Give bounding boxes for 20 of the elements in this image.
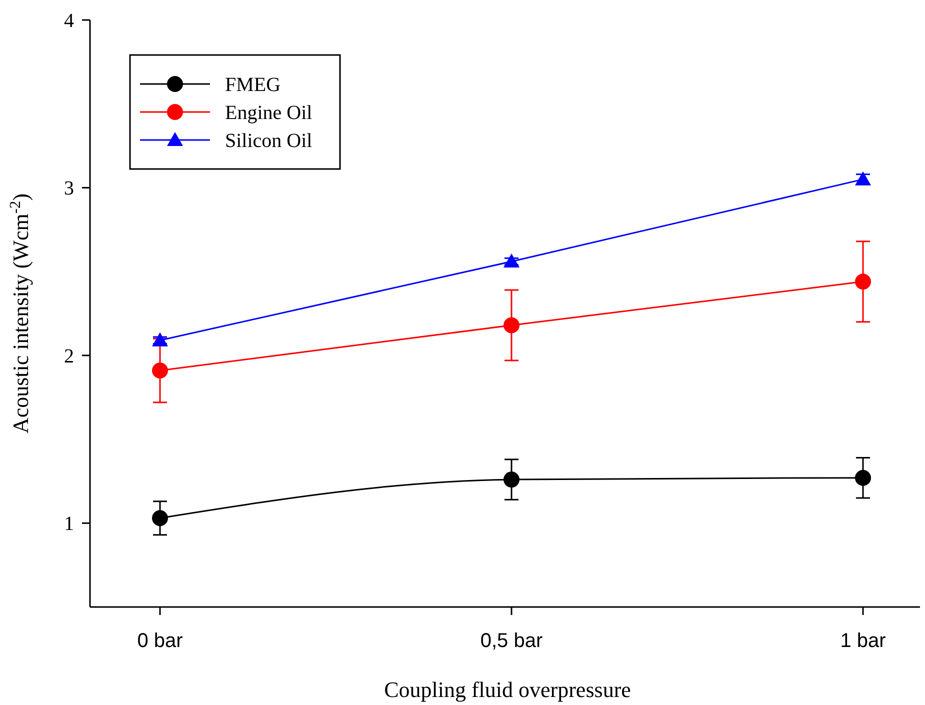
x-tick-label: 1 bar bbox=[840, 630, 886, 652]
point bbox=[504, 472, 520, 488]
point bbox=[855, 171, 871, 186]
x-axis-title: Coupling fluid overpressure bbox=[384, 677, 631, 702]
point bbox=[504, 317, 520, 334]
legend-label: Engine Oil bbox=[225, 102, 313, 124]
x-tick-label: 0 bar bbox=[137, 630, 184, 652]
y-tick-label: 3 bbox=[64, 178, 74, 200]
y-tick-label: 4 bbox=[64, 10, 74, 32]
y-tick-label: 2 bbox=[64, 345, 74, 368]
point bbox=[152, 362, 168, 379]
legend-label: Silicon Oil bbox=[225, 130, 313, 152]
point bbox=[152, 332, 168, 346]
point bbox=[855, 274, 871, 290]
point bbox=[504, 254, 520, 268]
point bbox=[855, 470, 871, 486]
legend-label: FMEG bbox=[225, 74, 281, 96]
x-tick-label: 0,5 bar bbox=[480, 630, 543, 652]
point bbox=[152, 510, 168, 526]
y-tick-label: 1 bbox=[64, 513, 74, 536]
